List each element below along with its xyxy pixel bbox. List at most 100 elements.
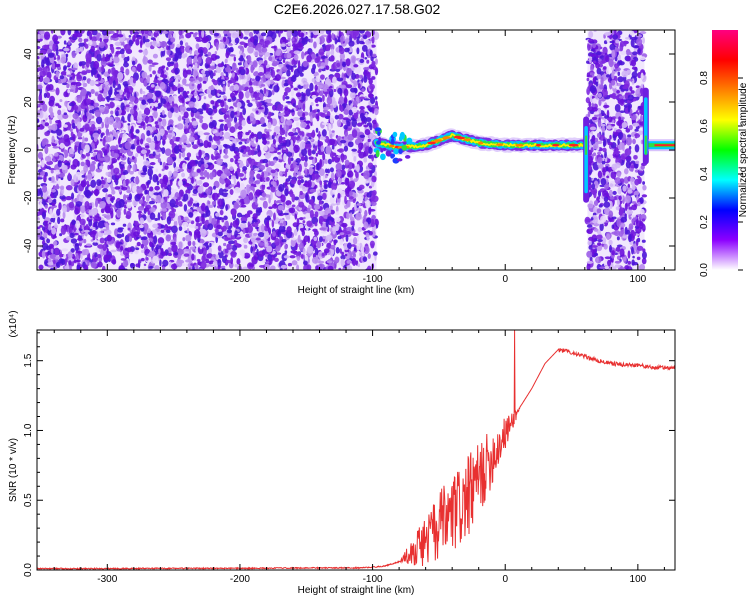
noise-speck (201, 213, 208, 218)
noise-speck (100, 208, 105, 214)
noise-speck (239, 41, 246, 46)
noise-speck (115, 93, 123, 99)
noise-speck (340, 35, 344, 45)
noise-speck (53, 198, 57, 203)
noise-speck (104, 149, 108, 157)
noise-speck (104, 56, 111, 62)
noise-speck (203, 192, 207, 196)
noise-speck (106, 234, 113, 242)
noise-speck (41, 59, 45, 69)
noise-speck (142, 35, 146, 44)
noise-speck (341, 155, 345, 163)
noise-speck (111, 190, 116, 195)
noise-speck (364, 180, 369, 184)
noise-speck (60, 30, 66, 36)
noise-speck (320, 74, 325, 80)
noise-speck (80, 161, 85, 167)
noise-speck (202, 102, 207, 111)
noise-speck (194, 50, 198, 56)
noise-speck (99, 165, 104, 170)
noise-speck (335, 162, 343, 171)
noise-speck (181, 147, 186, 152)
noise-speck (103, 155, 111, 163)
noise-speck (211, 128, 215, 132)
noise-speck (145, 194, 150, 202)
noise-speck (110, 34, 118, 39)
noise-speck (355, 170, 359, 179)
noise-speck (68, 37, 72, 40)
noise-speck (43, 194, 48, 200)
noise-speck (257, 144, 261, 153)
noise-speck (329, 248, 334, 257)
noise-speck (229, 184, 235, 188)
noise-speck (231, 209, 236, 217)
noise-speck (326, 260, 333, 264)
noise-speck (352, 163, 355, 169)
noise-speck (85, 223, 89, 230)
noise-speck (229, 30, 235, 34)
noise-speck (221, 225, 227, 232)
noise-speck (258, 264, 266, 268)
noise-speck (216, 58, 220, 65)
noise-speck (161, 208, 168, 212)
noise-speck (80, 205, 86, 214)
noise-speck (330, 48, 335, 56)
noise-speck (366, 59, 370, 64)
noise-speck (161, 118, 167, 127)
noise-speck (176, 123, 184, 130)
noise-speck (324, 115, 331, 119)
noise-speck (90, 261, 97, 269)
noise-speck (102, 53, 105, 62)
noise-speck (247, 55, 252, 64)
noise-speck (160, 229, 165, 233)
noise-speck (58, 49, 64, 52)
noise-speck (305, 88, 311, 97)
noise-speck (92, 239, 99, 243)
noise-speck (247, 157, 252, 164)
noise-speck (185, 128, 189, 133)
noise-speck (56, 208, 61, 216)
noise-speck (68, 147, 75, 155)
noise-speck (371, 201, 377, 207)
noise-speck (181, 172, 186, 178)
noise-speck (228, 137, 234, 141)
noise-speck (37, 219, 40, 227)
noise-speck (273, 163, 281, 169)
noise-speck (115, 50, 122, 55)
noise-speck (352, 233, 359, 237)
noise-speck (140, 257, 145, 262)
noise-speck (279, 222, 283, 227)
noise-speck (177, 249, 184, 255)
noise-speck (371, 175, 377, 183)
noise-speck (152, 173, 159, 183)
noise-speck (297, 60, 301, 69)
noise-speck (142, 49, 149, 56)
noise-speck (211, 200, 217, 206)
noise-speck (194, 36, 201, 40)
noise-speck (273, 159, 277, 164)
noise-speck (302, 247, 306, 255)
noise-speck (150, 207, 156, 213)
noise-speck (185, 182, 190, 187)
noise-speck (252, 108, 256, 112)
noise-speck (192, 240, 196, 247)
noise-speck (125, 68, 130, 76)
noise-speck (327, 265, 334, 270)
noise-speck (263, 56, 267, 61)
noise-speck (37, 226, 41, 230)
noise-speck (290, 179, 297, 185)
noise-speck (359, 58, 365, 64)
spectrogram-marks (37, 30, 675, 270)
noise-speck (190, 107, 198, 114)
noise-speck (280, 43, 286, 47)
noise-speck (39, 94, 42, 100)
noise-speck (246, 99, 250, 104)
noise-speck (204, 156, 209, 161)
noise-speck (153, 110, 158, 119)
noise-speck (135, 34, 142, 38)
noise-speck (181, 78, 187, 86)
noise-speck (258, 52, 266, 56)
noise-speck (158, 118, 163, 122)
noise-speck (68, 260, 72, 266)
noise-speck (230, 245, 233, 249)
